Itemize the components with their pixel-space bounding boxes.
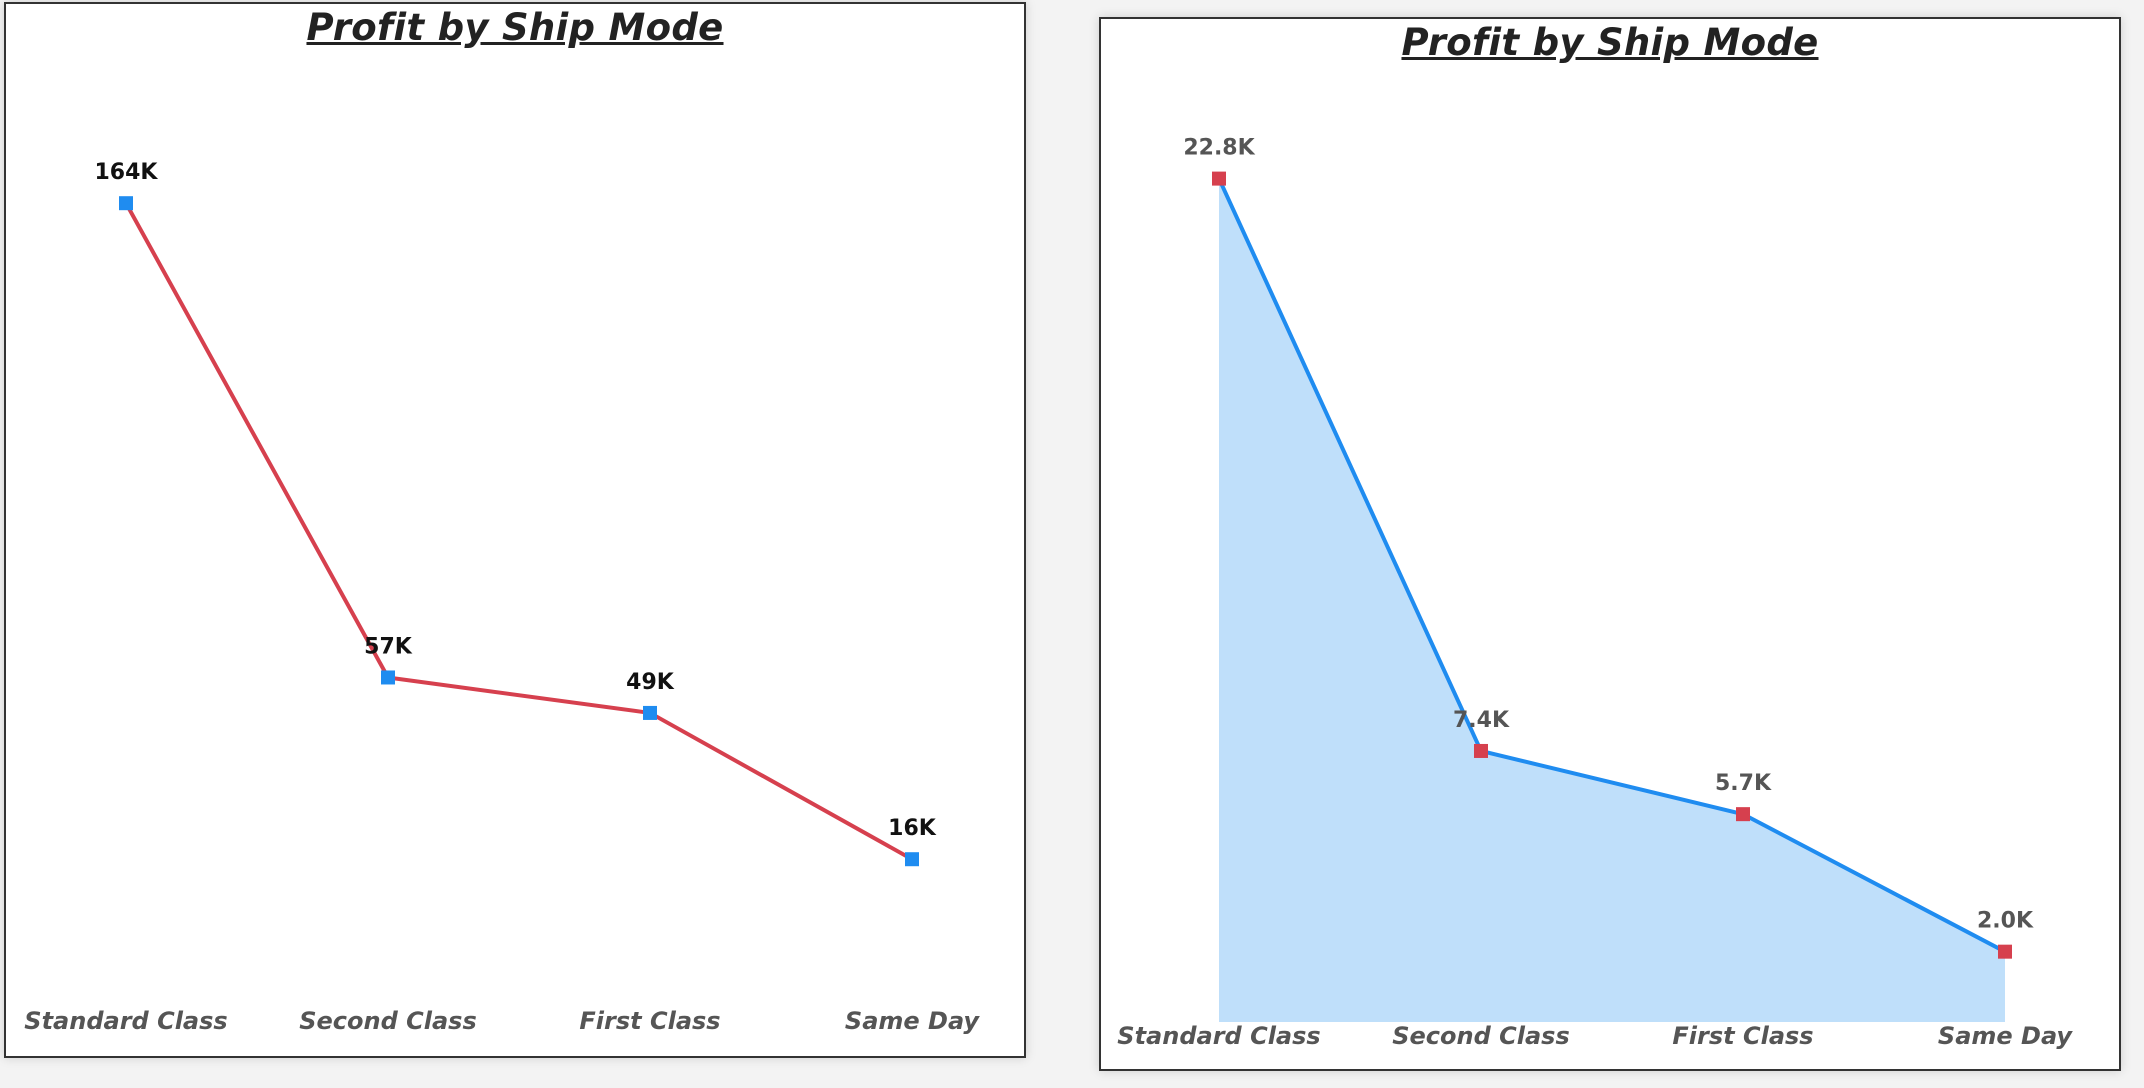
chart-title: Profit by Ship Mode (306, 6, 724, 49)
series-line-segment (1479, 748, 1745, 817)
x-axis-category-label: Same Day (845, 1007, 981, 1035)
data-label: 49K (626, 670, 675, 695)
chart-title: Profit by Ship Mode (1401, 21, 1819, 64)
x-axis-category-label: Same Day (1938, 1022, 2074, 1050)
series-line-segment (648, 710, 914, 862)
series-line-segment (1217, 176, 1483, 753)
series-line-segment (1741, 812, 2007, 954)
data-label: 7.4K (1453, 708, 1510, 733)
data-point-marker (1474, 743, 1488, 758)
data-point-marker (381, 670, 395, 685)
x-axis-category-label: Second Class (299, 1007, 477, 1035)
data-label: 57K (364, 634, 413, 659)
line-chart-plot: 164K Standard Class 57K Second Class 49K Firs… (24, 160, 981, 1035)
data-label: 2.0K (1977, 909, 2034, 934)
data-label: 16K (888, 816, 937, 841)
x-axis-category-label: Standard Class (1117, 1022, 1320, 1050)
x-axis-category-label: Second Class (1392, 1022, 1570, 1050)
data-point-marker (1212, 171, 1226, 186)
profit-line-chart-card[interactable]: Profit by Ship Mode 164K Standard Class 57… (4, 2, 1026, 1058)
data-point-marker (643, 705, 657, 720)
data-label: 164K (95, 160, 159, 185)
data-point-marker (905, 852, 919, 867)
data-point-marker (1736, 807, 1750, 822)
series-line-segment (124, 201, 390, 680)
series-line-segment (386, 675, 652, 715)
data-label: 22.8K (1183, 136, 1255, 161)
x-axis-category-label: Standard Class (24, 1007, 227, 1035)
area-chart-plot: 22.8K Standard Class 7.4K Second Class 5.7K F… (1117, 136, 2074, 1050)
data-label: 5.7K (1715, 771, 1772, 796)
area-fill (1219, 178, 2005, 1023)
profit-area-chart-card[interactable]: Profit by Ship Mode 22.8K Standard Class 7… (1099, 17, 2121, 1071)
x-axis-category-label: First Class (579, 1007, 720, 1035)
data-point-marker (119, 196, 133, 211)
data-point-marker (1998, 944, 2012, 959)
x-axis-category-label: First Class (1672, 1022, 1813, 1050)
